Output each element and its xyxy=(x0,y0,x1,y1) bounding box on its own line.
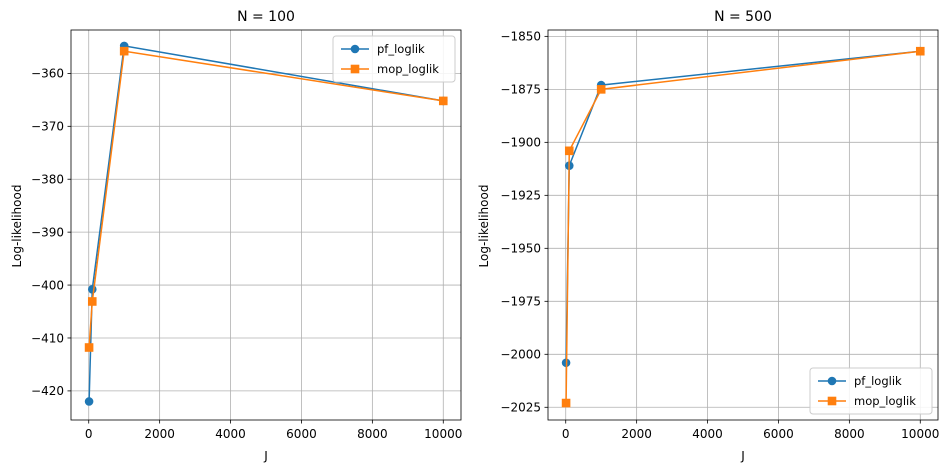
data-point xyxy=(561,398,571,408)
x-tick-label: 0 xyxy=(85,427,93,441)
x-axis-ticks: 0 2000 4000 6000 8000 10000 xyxy=(85,420,462,441)
axes-frame xyxy=(70,29,462,421)
y-tick-label: −410 xyxy=(31,331,64,345)
y-tick-label: −1950 xyxy=(500,242,541,256)
x-tick-label: 8000 xyxy=(357,427,388,441)
y-axis-label: Log-likelihood xyxy=(10,185,24,268)
series-mop_loglik xyxy=(561,46,925,408)
legend-marker xyxy=(827,396,837,406)
chart-title: N = 100 xyxy=(237,9,295,25)
y-axis-label: Log-likelihood xyxy=(477,185,491,268)
grid-lines xyxy=(71,30,461,420)
y-tick-label: −400 xyxy=(31,278,64,292)
x-tick-label: 4000 xyxy=(215,427,246,441)
legend-marker xyxy=(350,44,360,54)
legend-item: pf_loglik xyxy=(818,374,902,388)
legend-box xyxy=(332,35,456,83)
chart-legend: pf_loglik mop_loglik xyxy=(809,367,933,415)
axes-frame xyxy=(547,29,939,421)
legend-marker xyxy=(827,376,837,386)
x-tick-label: 6000 xyxy=(763,427,794,441)
data-point xyxy=(915,46,925,56)
chart-panel-left: N = 100 0 2000 4000 6000 8000 10000 −420−410−… xyxy=(10,9,462,463)
series-layer xyxy=(561,46,925,408)
legend-label: pf_loglik xyxy=(377,42,425,56)
x-tick-label: 2000 xyxy=(621,427,652,441)
chart-title: N = 500 xyxy=(714,9,772,25)
data-point xyxy=(84,343,94,352)
legend-label: mop_loglik xyxy=(854,394,916,408)
y-tick-label: −380 xyxy=(31,173,64,187)
data-point xyxy=(564,146,574,156)
x-axis-label: J xyxy=(740,449,745,463)
x-tick-label: 8000 xyxy=(834,427,865,441)
y-tick-label: −1925 xyxy=(500,189,541,203)
data-point xyxy=(84,397,94,406)
y-axis-ticks: −420 −410 −400 −390 −380 −370 −360 xyxy=(31,67,71,398)
data-point xyxy=(87,284,97,294)
x-tick-label: 2000 xyxy=(144,427,175,441)
series-layer xyxy=(84,41,448,406)
legend-item: pf_loglik xyxy=(341,42,425,56)
series-mop_loglik xyxy=(84,46,448,352)
y-tick-label: −390 xyxy=(31,225,64,239)
legend-box xyxy=(809,367,933,415)
chart-legend: pf_loglik mop_loglik xyxy=(332,35,456,83)
chart-panel-right: N = 500 0 2000 4000 6000 8000 10000 −2025 −200… xyxy=(477,9,939,463)
y-axis-ticks: −2025 −2000 −1975 −1950 −1925 −1900 −1875 −1850 xyxy=(500,30,548,415)
x-tick-label: 10000 xyxy=(424,427,462,441)
grid-lines xyxy=(548,30,938,420)
data-point xyxy=(438,96,448,106)
x-axis-label: J xyxy=(263,449,268,463)
series-line xyxy=(88,50,444,348)
data-point xyxy=(119,46,129,56)
y-tick-label: −1975 xyxy=(500,295,541,309)
x-tick-label: 0 xyxy=(562,427,570,441)
y-tick-label: −360 xyxy=(31,67,64,81)
y-tick-label: −1850 xyxy=(500,30,541,44)
legend-label: pf_loglik xyxy=(854,374,902,388)
plot-area-border xyxy=(547,29,939,421)
y-tick-label: −370 xyxy=(31,120,64,134)
legend-marker xyxy=(350,64,360,74)
data-point xyxy=(596,85,606,94)
legend-item: mop_loglik xyxy=(341,62,439,76)
legend-label: mop_loglik xyxy=(377,62,439,76)
data-point xyxy=(87,297,97,306)
y-tick-label: −2000 xyxy=(500,348,541,362)
y-tick-label: −2025 xyxy=(500,401,541,415)
y-tick-label: −1875 xyxy=(500,83,541,97)
x-axis-ticks: 0 2000 4000 6000 8000 10000 xyxy=(562,420,939,441)
plot-area-border xyxy=(70,29,462,421)
x-tick-label: 10000 xyxy=(901,427,939,441)
y-tick-label: −420 xyxy=(31,384,64,398)
y-tick-label: −1900 xyxy=(500,136,541,150)
x-tick-label: 4000 xyxy=(692,427,723,441)
series-line xyxy=(565,50,921,404)
legend-item: mop_loglik xyxy=(818,394,916,408)
x-tick-label: 6000 xyxy=(286,427,317,441)
